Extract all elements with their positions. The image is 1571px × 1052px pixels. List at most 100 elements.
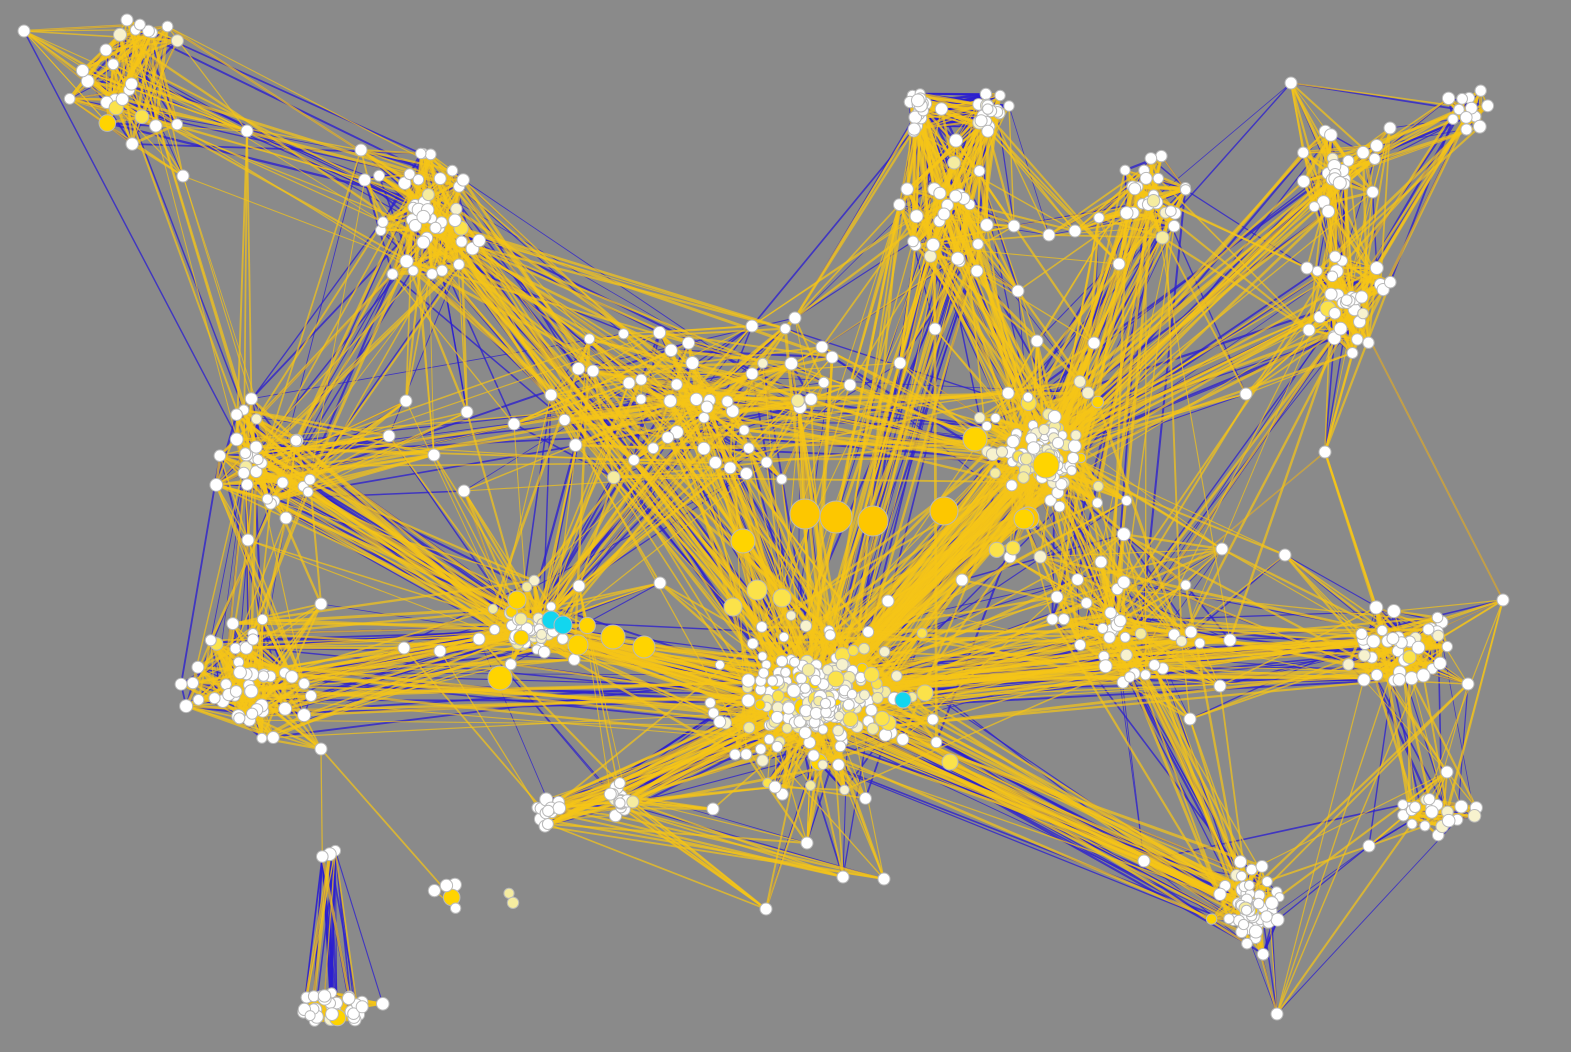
graph-node-satellite[interactable]: [314, 597, 328, 611]
graph-node-satellite[interactable]: [17, 24, 31, 38]
graph-node[interactable]: [799, 682, 811, 694]
graph-node[interactable]: [455, 235, 468, 248]
graph-node[interactable]: [1441, 91, 1456, 106]
graph-node-satellite[interactable]: [314, 742, 328, 756]
graph-node[interactable]: [541, 818, 554, 830]
graph-node[interactable]: [685, 356, 700, 370]
graph-node[interactable]: [171, 118, 184, 131]
graph-node-satellite[interactable]: [1068, 224, 1082, 238]
graph-node[interactable]: [107, 58, 120, 71]
graph-node-satellite[interactable]: [1440, 765, 1454, 779]
graph-node[interactable]: [1402, 650, 1417, 665]
graph-node[interactable]: [1366, 185, 1379, 199]
graph-node[interactable]: [1066, 451, 1080, 465]
graph-node[interactable]: [347, 1007, 360, 1021]
graph-node[interactable]: [782, 701, 796, 715]
graph-node[interactable]: [1238, 918, 1250, 931]
graph-node[interactable]: [1205, 913, 1218, 925]
graph-node[interactable]: [771, 740, 784, 753]
graph-node-satellite[interactable]: [893, 356, 907, 370]
graph-node[interactable]: [545, 601, 557, 612]
graph-node[interactable]: [859, 792, 872, 805]
gold-hub-12[interactable]: [567, 634, 589, 656]
graph-node[interactable]: [1093, 212, 1105, 224]
graph-node[interactable]: [1047, 409, 1062, 424]
graph-node[interactable]: [239, 641, 254, 655]
graph-node[interactable]: [871, 691, 884, 704]
gold-hub-17[interactable]: [723, 597, 743, 617]
graph-node[interactable]: [1332, 176, 1347, 190]
graph-node[interactable]: [742, 442, 755, 455]
graph-node[interactable]: [230, 408, 243, 422]
graph-node[interactable]: [741, 673, 756, 688]
graph-node[interactable]: [930, 736, 943, 749]
graph-node-satellite[interactable]: [1302, 323, 1316, 337]
graph-node-satellite[interactable]: [1383, 121, 1397, 135]
graph-node[interactable]: [1366, 634, 1381, 649]
graph-node[interactable]: [1358, 649, 1371, 662]
graph-node[interactable]: [779, 323, 791, 335]
graph-node[interactable]: [785, 610, 797, 621]
graph-node[interactable]: [1022, 391, 1034, 403]
graph-node[interactable]: [775, 655, 789, 668]
gold-hub-2[interactable]: [819, 500, 853, 534]
gold-hub-18[interactable]: [827, 670, 845, 688]
graph-node[interactable]: [614, 797, 626, 809]
graph-node[interactable]: [973, 411, 986, 424]
graph-node[interactable]: [1053, 500, 1066, 513]
graph-node[interactable]: [256, 732, 268, 744]
graph-node[interactable]: [133, 18, 146, 31]
graph-node[interactable]: [1164, 205, 1177, 218]
graph-node[interactable]: [1146, 194, 1161, 208]
graph-node-satellite[interactable]: [1300, 261, 1314, 275]
graph-node[interactable]: [1057, 613, 1070, 626]
graph-node-satellite[interactable]: [970, 264, 984, 278]
graph-node[interactable]: [822, 664, 834, 676]
graph-node[interactable]: [237, 466, 251, 480]
graph-node-satellite[interactable]: [928, 322, 942, 336]
graph-node[interactable]: [1044, 494, 1057, 507]
graph-node[interactable]: [399, 254, 414, 269]
graph-node[interactable]: [1333, 321, 1348, 336]
graph-node[interactable]: [552, 801, 567, 815]
graph-node[interactable]: [1223, 913, 1235, 925]
gold-hub-11[interactable]: [632, 635, 656, 659]
graph-node[interactable]: [789, 656, 801, 668]
graph-node[interactable]: [798, 726, 812, 740]
graph-node[interactable]: [1321, 204, 1336, 219]
graph-node[interactable]: [244, 392, 258, 406]
graph-node[interactable]: [278, 701, 293, 716]
cyan-node-center[interactable]: [894, 691, 912, 709]
graph-node[interactable]: [974, 114, 988, 128]
graph-node-satellite[interactable]: [120, 13, 134, 27]
graph-node-satellite[interactable]: [745, 319, 759, 333]
graph-node[interactable]: [513, 629, 530, 646]
graph-node[interactable]: [63, 92, 76, 105]
graph-node[interactable]: [926, 713, 939, 726]
graph-node[interactable]: [209, 478, 224, 492]
graph-node[interactable]: [233, 665, 247, 680]
graph-node[interactable]: [412, 173, 425, 186]
graph-node[interactable]: [246, 707, 259, 720]
graph-node[interactable]: [342, 991, 356, 1006]
graph-node[interactable]: [415, 147, 427, 160]
graph-node[interactable]: [825, 350, 839, 364]
graph-node[interactable]: [834, 740, 847, 753]
graph-node[interactable]: [1340, 294, 1353, 307]
graph-node-satellite[interactable]: [706, 802, 720, 816]
graph-node[interactable]: [1369, 600, 1384, 615]
graph-node[interactable]: [124, 77, 139, 91]
graph-node[interactable]: [1244, 879, 1255, 891]
graph-node[interactable]: [754, 699, 766, 711]
graph-node[interactable]: [537, 645, 551, 659]
graph-node[interactable]: [229, 432, 244, 447]
graph-node[interactable]: [1419, 820, 1431, 832]
graph-node[interactable]: [1155, 149, 1168, 163]
gold-hub-8[interactable]: [1013, 508, 1035, 530]
graph-node-satellite[interactable]: [1318, 445, 1332, 459]
graph-node[interactable]: [1074, 638, 1087, 652]
graph-node[interactable]: [1357, 673, 1371, 687]
graph-node[interactable]: [725, 404, 740, 418]
graph-node[interactable]: [358, 173, 372, 187]
graph-node[interactable]: [1255, 860, 1269, 873]
